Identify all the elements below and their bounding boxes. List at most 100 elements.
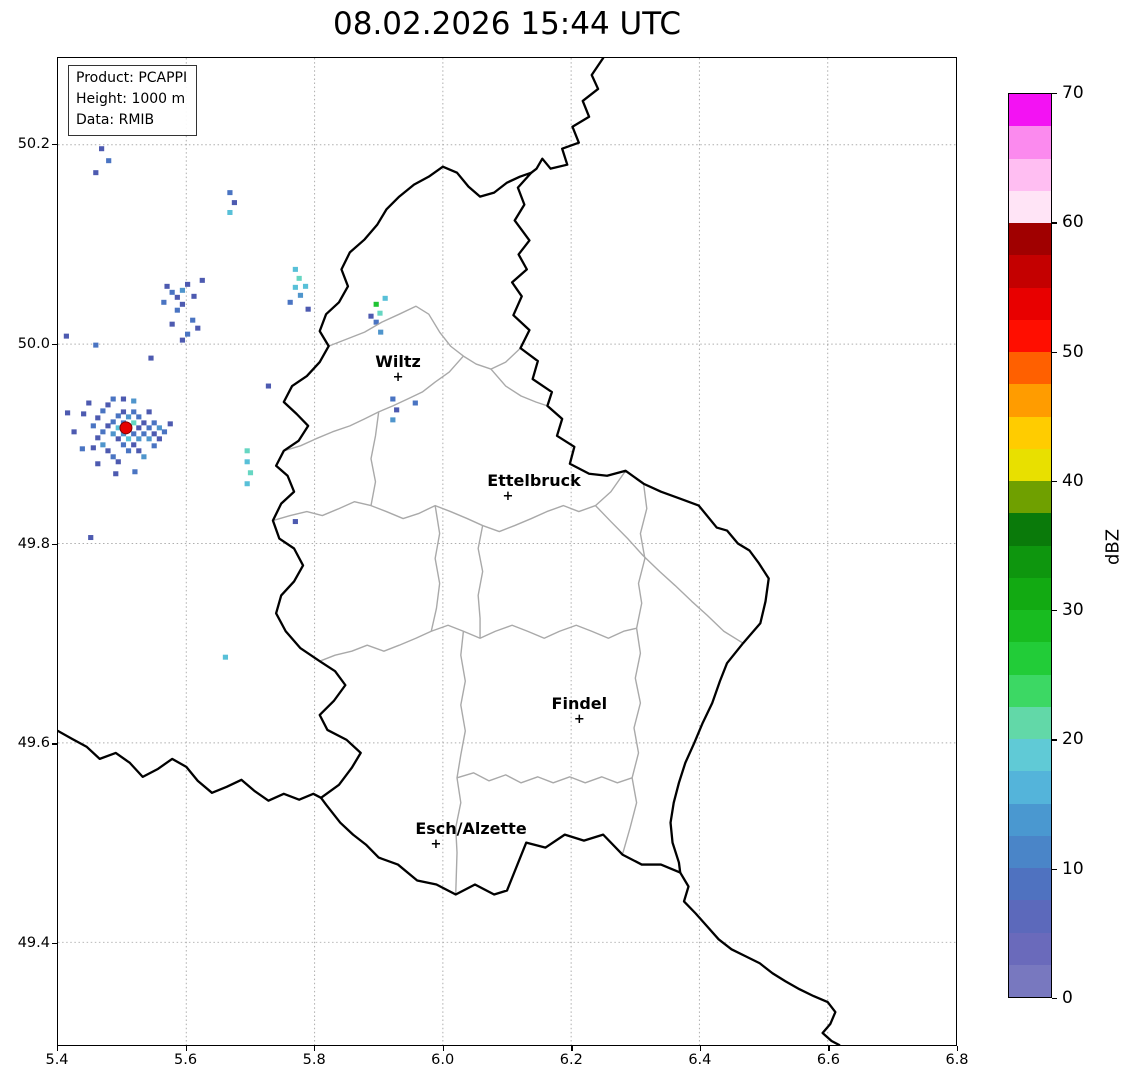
radar-echo-pixel: [185, 331, 191, 337]
radar-echo-pixel: [64, 410, 71, 416]
info-height: Height: 1000 m: [76, 91, 186, 107]
colorbar-tick-mark: [1052, 222, 1057, 224]
radar-echo-pixel: [93, 342, 99, 348]
radar-echo-pixel: [136, 448, 142, 454]
radar-echo-pixel: [113, 471, 119, 477]
radar-echo-pixel: [390, 396, 396, 402]
colorbar-segment: [1009, 610, 1051, 643]
colorbar-segment: [1009, 964, 1051, 997]
radar-echo-pixel: [132, 469, 138, 475]
radar-echo-pixel: [100, 408, 106, 414]
colorbar-segment: [1009, 319, 1051, 352]
radar-echo-pixel: [95, 461, 101, 467]
radar-echo-pixel: [115, 413, 121, 419]
y-tick-mark: [52, 543, 57, 545]
x-tick-label: 6.0: [431, 1052, 455, 1068]
radar-echo-pixel: [95, 415, 101, 421]
colorbar-tick-label: 20: [1062, 729, 1084, 750]
colorbar-tick-mark: [1052, 480, 1057, 483]
radar-echo-pixel: [136, 425, 142, 431]
colorbar-segment: [1009, 126, 1051, 159]
country-border: [530, 58, 605, 174]
canton-border: [621, 483, 648, 855]
radar-echo-pixel: [302, 283, 309, 289]
x-tick-mark: [314, 1046, 316, 1051]
canton-border: [490, 368, 548, 407]
radar-echo-pixel: [63, 333, 69, 339]
country-border: [679, 871, 841, 1045]
colorbar-segment: [1009, 771, 1051, 804]
radar-echo-pixel: [115, 436, 121, 442]
radar-echo-pixel: [95, 435, 101, 441]
radar-echo-pixel: [412, 400, 418, 406]
radar-echo-pixel: [88, 535, 94, 541]
radar-echo-pixel: [131, 442, 137, 448]
radar-echo-pixel: [179, 287, 186, 293]
radar-echo-pixel: [141, 420, 147, 426]
radar-echo-pixel: [161, 299, 167, 305]
colorbar-segment: [1009, 642, 1051, 675]
radar-echo-pixel: [146, 409, 152, 415]
radar-echo-pixel: [156, 425, 162, 431]
radar-echo-pixel: [105, 402, 111, 408]
radar-echo-pixel: [115, 425, 121, 431]
radar-echo-pixel: [131, 431, 137, 437]
colorbar-segment: [1009, 900, 1051, 933]
radar-echo-pixel: [167, 421, 173, 427]
radar-echo-pixel: [151, 431, 157, 437]
colorbar-tick-label: 0: [1062, 988, 1073, 1008]
radar-echo-pixel: [287, 299, 293, 305]
radar-echo-pixel: [125, 414, 132, 420]
colorbar-tick-label: 70: [1062, 83, 1084, 103]
radar-echo-pixel: [148, 355, 154, 361]
radar-echo-pixel: [195, 325, 201, 331]
y-tick-label: 49.8: [17, 535, 50, 552]
x-tick-mark: [442, 1046, 444, 1051]
radar-echo-pixel: [179, 337, 186, 343]
y-tick-mark: [52, 343, 57, 345]
canton-border: [370, 411, 380, 506]
radar-echo-pixel: [131, 420, 137, 426]
colorbar-tick-mark: [1052, 868, 1057, 870]
colorbar-tick-label: 40: [1062, 470, 1084, 491]
map-plot: + Wiltz + Ettelbruck + Findel + Esch/Alzette Pr…: [57, 57, 957, 1046]
radar-echo-pixel: [90, 423, 96, 429]
x-tick-label: 5.4: [45, 1052, 69, 1068]
x-tick-label: 6.8: [945, 1052, 969, 1068]
radar-echo-pixel: [115, 459, 121, 465]
colorbar-segment: [1009, 94, 1051, 127]
radar-echo-pixel: [390, 417, 396, 423]
x-tick-label: 5.8: [302, 1052, 326, 1068]
canton-border: [319, 624, 637, 662]
canton-border: [455, 631, 466, 895]
radar-echo-pixel: [373, 319, 379, 325]
radar-echo-pixel: [71, 429, 77, 435]
colorbar-segment: [1009, 706, 1051, 739]
radar-site-marker: [119, 421, 133, 435]
colorbar-segment: [1009, 190, 1051, 223]
colorbar-segment: [1009, 932, 1051, 965]
radar-echo-pixel: [110, 396, 116, 402]
radar-echo-pixel: [120, 396, 127, 402]
x-tick-mark: [571, 1046, 573, 1051]
colorbar-tick-mark: [1052, 998, 1057, 1000]
x-tick-label: 6.6: [816, 1052, 840, 1068]
radar-echo-pixel: [164, 283, 170, 289]
radar-echo-pixel: [292, 519, 298, 525]
radar-echo-pixel: [93, 170, 99, 176]
colorbar-tick-mark: [1052, 739, 1057, 741]
radar-echo-pixel: [99, 146, 105, 152]
radar-echo-pixel: [169, 289, 175, 295]
y-tick-mark: [52, 743, 57, 745]
colorbar: [1008, 93, 1052, 998]
info-product: Product: PCAPPI: [76, 70, 188, 86]
colorbar-segment: [1009, 577, 1051, 610]
colorbar-tick-label: 30: [1062, 600, 1084, 621]
radar-echo-pixel: [141, 431, 147, 437]
colorbar-segment: [1009, 255, 1051, 288]
x-tick-mark: [57, 1046, 59, 1051]
map-canvas: [58, 58, 956, 1045]
y-tick-label: 49.6: [17, 735, 50, 752]
colorbar-segment: [1009, 384, 1051, 417]
radar-echo-pixel: [247, 470, 254, 476]
